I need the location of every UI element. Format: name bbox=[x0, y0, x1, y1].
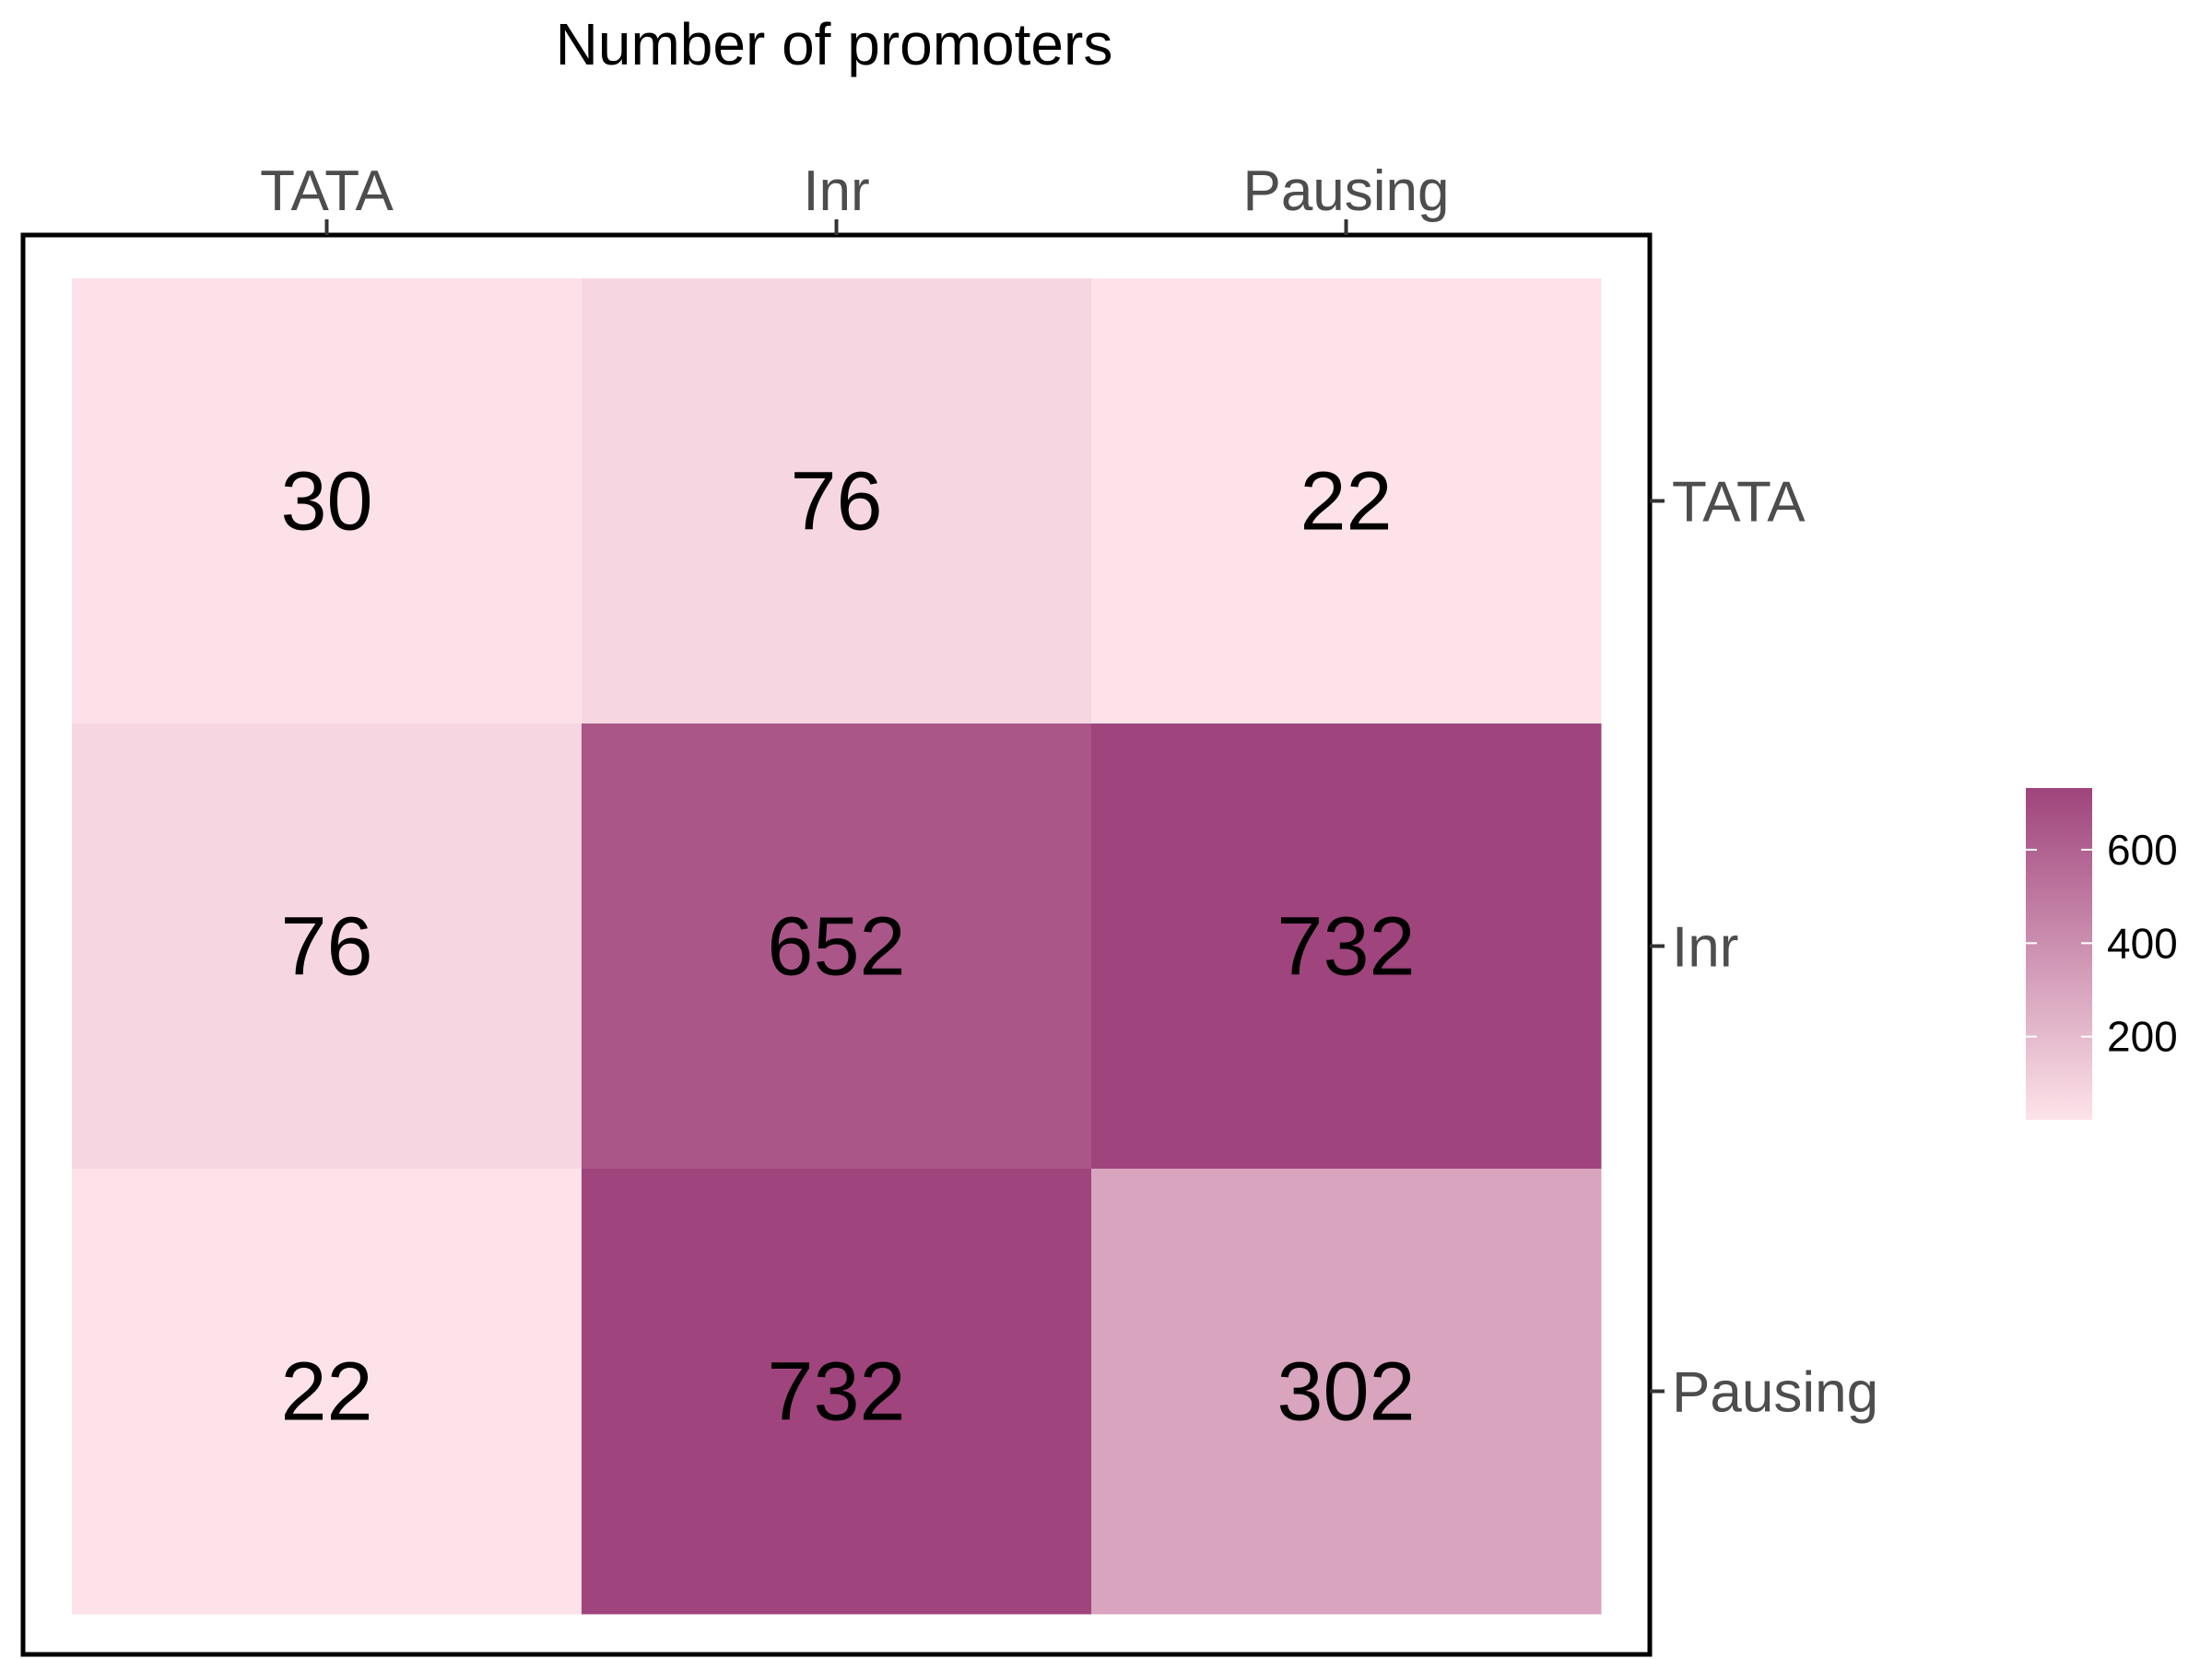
x-tick-label: Pausing bbox=[1242, 159, 1449, 223]
heatmap-cell-pausing-tata bbox=[72, 1169, 582, 1615]
heatmap-cells bbox=[72, 278, 1602, 1615]
chart-title: Number of promoters bbox=[556, 11, 1113, 77]
cell-value-label: 302 bbox=[1277, 1347, 1415, 1439]
legend-colorbar bbox=[2026, 788, 2092, 1120]
cell-value-label: 22 bbox=[280, 1347, 372, 1439]
heatmap-cell-labels: 30 76 22 76 652 732 22 732 302 bbox=[280, 456, 1415, 1439]
heatmap-cell-inr-inr bbox=[582, 724, 1092, 1170]
y-tick-label: Inr bbox=[1672, 916, 1738, 980]
x-tick-label: Inr bbox=[803, 159, 869, 223]
legend-ticks: 200 400 600 bbox=[2026, 826, 2178, 1061]
y-axis-right: TATA Inr Pausing bbox=[1650, 471, 1878, 1425]
legend-tick-label: 200 bbox=[2107, 1013, 2178, 1061]
x-axis-top: TATA Inr Pausing bbox=[260, 159, 1450, 235]
x-tick-label: TATA bbox=[260, 159, 394, 223]
heatmap-cell-tata-pausing bbox=[1091, 278, 1602, 724]
cell-value-label: 30 bbox=[280, 456, 372, 548]
y-tick-label: Pausing bbox=[1672, 1361, 1878, 1425]
cell-value-label: 732 bbox=[1277, 901, 1415, 994]
cell-value-label: 732 bbox=[767, 1347, 905, 1439]
heatmap-cell-tata-tata bbox=[72, 278, 582, 724]
cell-value-label: 652 bbox=[767, 901, 905, 994]
legend-tick-label: 400 bbox=[2107, 919, 2178, 967]
legend-tick-label: 600 bbox=[2107, 826, 2178, 874]
heatmap-cell-pausing-inr bbox=[582, 1169, 1092, 1615]
cell-value-label: 76 bbox=[790, 456, 882, 548]
color-legend: 200 400 600 bbox=[2026, 788, 2178, 1120]
y-tick-label: TATA bbox=[1672, 471, 1806, 535]
heatmap-cell-pausing-pausing bbox=[1091, 1169, 1602, 1615]
cell-value-label: 22 bbox=[1300, 456, 1392, 548]
heatmap-cell-inr-pausing bbox=[1091, 724, 1602, 1170]
cell-value-label: 76 bbox=[280, 901, 372, 994]
heatmap-cell-tata-inr bbox=[582, 278, 1092, 724]
heatmap-cell-inr-tata bbox=[72, 724, 582, 1170]
